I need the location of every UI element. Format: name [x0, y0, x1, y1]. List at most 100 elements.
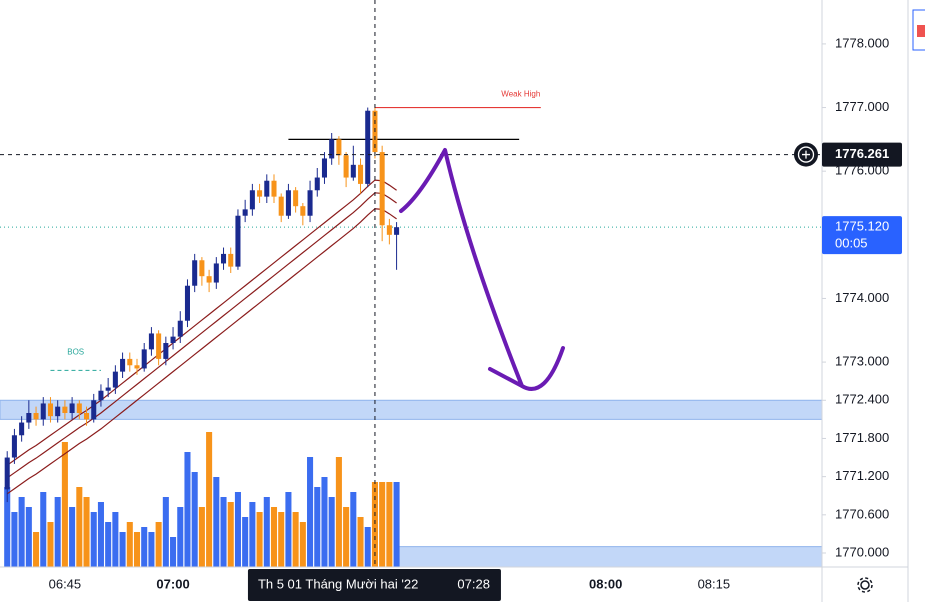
last-price-label: 1775.120	[835, 219, 889, 234]
volume-bar	[278, 512, 285, 567]
volume-bar	[328, 497, 335, 567]
volume-bar	[33, 532, 40, 567]
candle-body	[177, 320, 183, 337]
candle-body	[235, 215, 241, 267]
candle-body	[264, 180, 270, 197]
candle-body	[84, 413, 90, 420]
candle-body	[148, 333, 154, 350]
candle-body	[358, 164, 364, 184]
countdown-label: 00:05	[835, 236, 868, 251]
volume-bar	[292, 512, 299, 567]
candle-body	[55, 406, 61, 417]
zone	[0, 399, 823, 420]
last-price-box	[822, 216, 902, 255]
candle-body	[199, 260, 205, 277]
candle-body	[170, 336, 176, 343]
candle-body	[386, 225, 392, 235]
candle-body	[343, 155, 349, 178]
volume-bar	[119, 532, 126, 567]
candle-body	[33, 413, 39, 420]
x-tick-label: 07:00	[156, 576, 189, 591]
axes: 1770.000 1770.600 1771.200 1771.800 1772.400…	[49, 35, 902, 601]
volume-bar	[83, 497, 90, 567]
candle-body	[112, 371, 118, 388]
volume-bar	[371, 482, 378, 567]
candle-body	[365, 110, 371, 184]
candle-body	[40, 403, 46, 420]
volume-bar	[299, 522, 306, 567]
bos-label: BOS	[67, 347, 84, 356]
moving-average	[6, 179, 397, 466]
volume-bar	[386, 482, 393, 567]
volume-bar	[105, 522, 112, 567]
settings-icon[interactable]	[857, 577, 873, 593]
candle-body	[206, 276, 212, 283]
candle-body	[127, 358, 133, 366]
y-tick-label: 1778.000	[835, 35, 889, 50]
volume-bar	[40, 492, 47, 567]
volume-bar	[242, 517, 249, 567]
y-tick-label: 1770.600	[835, 506, 889, 521]
candle-body	[192, 260, 198, 286]
volume-bar	[393, 482, 400, 567]
volume-bar	[76, 487, 83, 567]
volume-bar	[25, 507, 32, 567]
level-label: Weak High	[501, 90, 540, 99]
candle-body	[76, 403, 82, 413]
candle-body	[62, 406, 68, 413]
candle-body	[285, 190, 291, 216]
candle-body	[4, 457, 10, 490]
y-tick-label: 1774.000	[835, 290, 889, 305]
candle-body	[47, 403, 53, 417]
candle-body	[19, 422, 25, 436]
candle-body	[271, 180, 277, 197]
crosshair-price-label: 1776.261	[835, 146, 889, 161]
volume-bar	[234, 492, 241, 567]
y-tick-label: 1777.000	[835, 99, 889, 114]
volume-bar	[263, 497, 270, 567]
candle-body	[278, 196, 284, 216]
volume-bar	[379, 482, 386, 567]
volume-bar	[155, 522, 162, 567]
candle-body	[11, 435, 17, 458]
volume-bar	[227, 502, 234, 567]
candle-body	[257, 190, 263, 197]
candle-body	[163, 343, 169, 359]
volume-bar	[314, 487, 321, 567]
volume-bar	[350, 492, 357, 567]
plot-area: BOS Weak High	[0, 0, 823, 568]
candle-body	[394, 227, 400, 235]
candle-body	[98, 390, 104, 401]
volume-bar	[133, 532, 141, 567]
volume-bar	[61, 442, 68, 567]
candle-body	[184, 285, 190, 321]
volume-bar	[54, 497, 61, 567]
crosshair-time-label: 07:28	[457, 576, 490, 591]
candle-body	[156, 333, 162, 359]
candle-body	[249, 190, 255, 210]
candle-body	[134, 365, 140, 369]
zone	[396, 546, 823, 568]
candle-body	[300, 206, 306, 216]
candle-body	[141, 349, 147, 369]
candle-body	[228, 253, 234, 267]
volume-bar	[249, 502, 256, 567]
x-tick-label: 08:15	[698, 576, 731, 591]
volume-bar	[184, 452, 191, 567]
candle-body	[221, 253, 227, 264]
crosshair-price-box	[822, 142, 902, 167]
volume-bar	[285, 492, 292, 567]
volume-bar	[177, 507, 184, 567]
candle-body	[293, 190, 299, 207]
candle-body	[26, 413, 32, 423]
volume-bar	[357, 517, 364, 567]
x-tick-label: 08:00	[589, 576, 622, 591]
volume-bar	[69, 507, 76, 567]
side-widget-flag	[917, 25, 925, 37]
volume-bar	[191, 472, 198, 567]
volume-bar	[343, 507, 350, 567]
candle-body	[314, 177, 320, 191]
volume-bar	[206, 432, 213, 567]
y-tick-label: 1772.400	[835, 392, 889, 407]
